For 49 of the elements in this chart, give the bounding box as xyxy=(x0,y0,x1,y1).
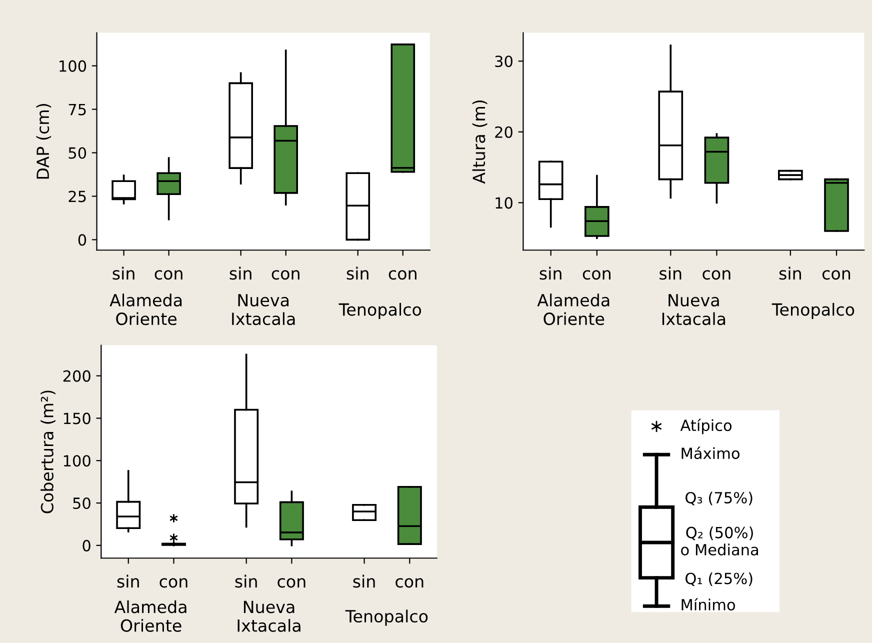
y-tick-label: 0 xyxy=(82,540,90,552)
text: Tenopalco xyxy=(338,302,422,320)
text: Q₁ (25%) xyxy=(686,572,752,586)
y-tick-label: 25 xyxy=(68,190,86,202)
text: Nueva Ixtacala xyxy=(238,600,300,632)
x-tick-label: sin xyxy=(235,574,257,588)
text: Tenopalco xyxy=(345,610,428,626)
x-tick-label: sin xyxy=(230,266,252,280)
x-tick-label: sin xyxy=(346,266,368,280)
x-tick-label: sin xyxy=(117,574,139,588)
text: Tenopalco xyxy=(772,302,854,320)
y-tick-label: 200 xyxy=(63,370,90,382)
y-tick-label: 100 xyxy=(64,455,90,467)
x-tick-label: con xyxy=(702,270,730,280)
x-tick-label: con xyxy=(154,270,182,280)
text: Q₂ (50%) o Mediana xyxy=(681,526,758,556)
y-tick-label: 100 xyxy=(60,60,86,72)
y-axis-title: DAP (cm) xyxy=(36,104,52,179)
x-tick-label: sin xyxy=(779,266,801,280)
y-tick-label: 0 xyxy=(78,234,86,246)
y-axis-title: Cobertura (m²) xyxy=(40,390,56,514)
x-tick-label: con xyxy=(582,270,610,280)
x-tick-label: sin xyxy=(353,574,375,588)
text: Alameda Oriente xyxy=(537,294,610,326)
text: Alameda Oriente xyxy=(114,600,186,632)
text: Q₃ (75%) xyxy=(686,492,752,506)
y-tick-label: 50 xyxy=(73,497,90,510)
y-axis-title: Altura (m) xyxy=(472,100,488,184)
x-tick-label: con xyxy=(822,270,850,280)
x-tick-label: con xyxy=(388,270,416,280)
x-tick-label: sin xyxy=(660,266,682,280)
x-tick-label: con xyxy=(278,578,306,588)
text: Máximo xyxy=(682,446,740,460)
y-tick-label: 20 xyxy=(495,126,512,138)
text: Alameda Oriente xyxy=(110,294,182,326)
y-tick-label: 75 xyxy=(68,104,86,116)
text: Atípico xyxy=(680,418,732,434)
text: Mínimo xyxy=(682,598,735,611)
x-tick-label: con xyxy=(272,270,300,280)
y-tick-label: 150 xyxy=(64,412,90,424)
y-tick-label: 30 xyxy=(495,56,512,68)
text: Nueva Ixtacala xyxy=(232,294,295,326)
y-tick-label: 50 xyxy=(68,147,86,159)
x-tick-label: con xyxy=(160,578,188,588)
y-tick-label: 10 xyxy=(496,197,512,209)
text: Nueva Ixtacala xyxy=(662,294,726,326)
x-tick-label: con xyxy=(396,578,424,588)
x-tick-label: sin xyxy=(112,266,134,280)
x-tick-label: sin xyxy=(540,266,562,280)
